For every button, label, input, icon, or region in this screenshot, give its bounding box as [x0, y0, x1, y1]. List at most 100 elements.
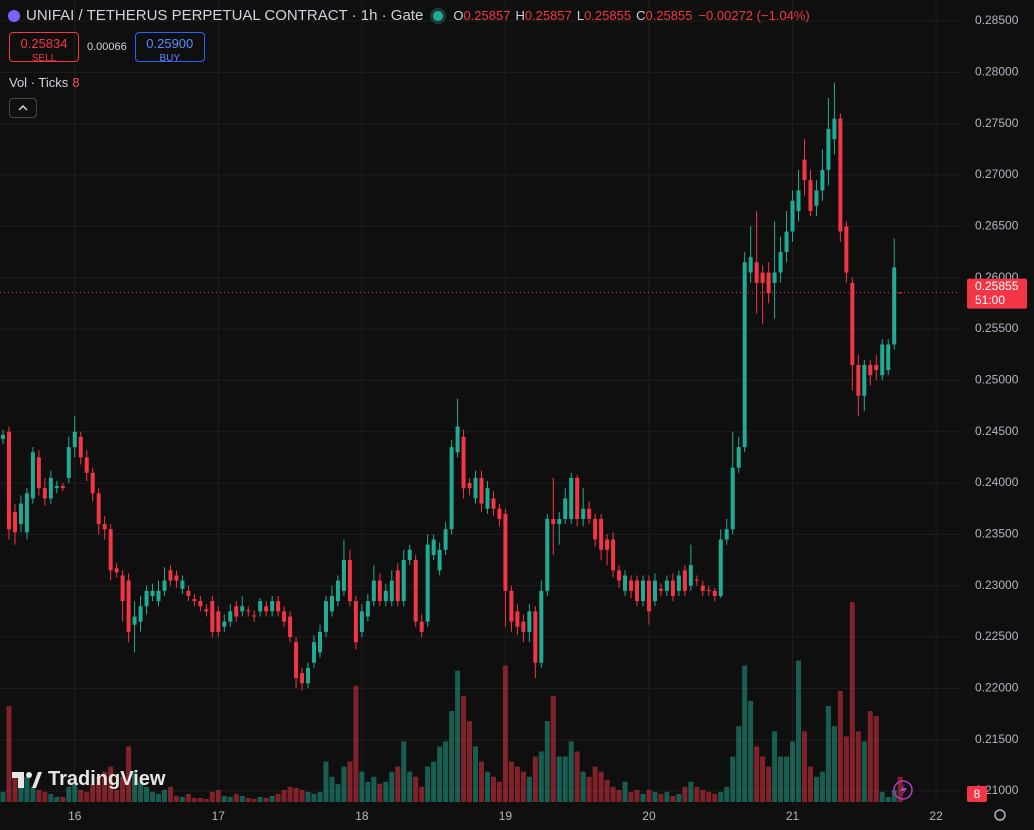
candle-body	[449, 447, 454, 530]
candle-body	[676, 575, 681, 591]
x-tick-label: 22	[929, 809, 943, 823]
volume-bar	[813, 776, 819, 802]
candle-body	[730, 467, 735, 530]
x-tick-label: 17	[212, 809, 226, 823]
candle-body	[802, 159, 807, 181]
candle-body	[850, 282, 855, 365]
ohlc-item: O0.25857	[453, 8, 510, 23]
candle-body	[30, 452, 35, 499]
candle-body	[437, 549, 442, 571]
buy-price: 0.25900	[146, 36, 194, 51]
volume-bar	[736, 726, 742, 802]
candle-body	[222, 621, 227, 627]
candle-body	[880, 344, 885, 376]
volume-bar	[443, 741, 449, 802]
candle-body	[90, 472, 95, 494]
candle-body	[599, 518, 604, 550]
volume-bar	[700, 789, 706, 802]
candle-body	[658, 588, 663, 591]
candle-body	[664, 580, 669, 591]
volume-bar	[36, 789, 42, 802]
collapse-icon	[18, 104, 28, 111]
volume-bar	[132, 771, 138, 802]
candle-body	[754, 262, 759, 283]
candle-body	[12, 511, 17, 533]
volume-bar	[90, 783, 96, 802]
volume-bar	[18, 781, 24, 802]
volume-bar	[179, 796, 185, 802]
volume-bar	[341, 766, 347, 802]
change: −0.00272 (−1.04%)	[698, 8, 810, 23]
candle-body	[617, 570, 622, 581]
volume-bar	[197, 797, 203, 802]
candle-body	[114, 568, 119, 573]
volume-bar	[772, 731, 778, 802]
candle-body	[844, 226, 849, 273]
candle-body	[216, 611, 221, 632]
y-tick-label: 0.25000	[975, 373, 1019, 387]
ohlc: O0.25857 H0.25857 L0.25855 C0.25855	[453, 8, 692, 23]
y-tick-label: 0.24000	[975, 475, 1019, 489]
candle-body	[288, 616, 293, 638]
volume-bar	[784, 756, 790, 802]
volume-bar	[293, 787, 299, 802]
volume-bar	[323, 761, 329, 802]
volume-bar	[329, 776, 335, 802]
collapse-button[interactable]	[9, 98, 37, 118]
candle-body	[192, 599, 197, 602]
volume-bar	[873, 716, 879, 802]
candle-body	[150, 590, 155, 596]
volume-bar	[532, 756, 538, 802]
candle-body	[138, 606, 143, 622]
volume-bar	[831, 726, 837, 802]
candle-body	[210, 601, 215, 632]
countdown: 51:00	[975, 293, 1005, 307]
candle-body	[826, 128, 831, 170]
volume-bar	[167, 786, 173, 802]
candle-body	[102, 524, 107, 530]
candle-body	[724, 529, 729, 540]
candle-body	[760, 272, 765, 283]
volume-bar	[550, 695, 556, 802]
candle-body	[312, 642, 317, 663]
y-tick-label: 0.25500	[975, 321, 1019, 335]
buy-button[interactable]: 0.25900 BUY	[134, 32, 205, 64]
volume-bar	[257, 796, 263, 802]
volume-label-box	[967, 786, 987, 802]
volume-bar	[622, 781, 628, 802]
volume-bar	[556, 756, 562, 802]
volume-bar	[383, 781, 389, 802]
candle-body	[838, 118, 843, 232]
volume-bar	[239, 795, 245, 802]
candle-body	[629, 580, 634, 591]
volume-bar	[628, 791, 634, 802]
candle-body	[545, 518, 550, 591]
candle-body	[276, 601, 281, 612]
sell-price: 0.25834	[20, 36, 68, 51]
x-tick-label: 18	[355, 809, 369, 823]
candle-body	[563, 498, 568, 519]
volume-bar	[185, 793, 191, 802]
lightning-icon[interactable]	[893, 780, 913, 800]
header: UNIFAI / TETHERUS PERPETUAL CONTRACT · 1…	[8, 7, 810, 24]
settings-icon[interactable]	[994, 809, 1006, 821]
x-tick-label: 16	[68, 809, 82, 823]
volume-bar	[173, 795, 179, 802]
candle-body	[688, 565, 693, 586]
volume-bar	[269, 795, 275, 802]
volume-bar	[263, 797, 269, 802]
y-tick-label: 0.22500	[975, 629, 1019, 643]
candle-body	[401, 560, 406, 602]
candle-body	[78, 436, 83, 458]
volume-bar	[790, 741, 796, 802]
volume-bar	[78, 789, 84, 802]
candle-body	[832, 118, 837, 140]
indicator-label: Vol · Ticks	[9, 75, 69, 90]
volume-bar	[646, 789, 652, 802]
candle-body	[868, 364, 873, 376]
sell-button[interactable]: 0.25834 SELL	[9, 32, 79, 64]
volume-bar	[664, 791, 670, 802]
volume-bar	[490, 776, 496, 802]
volume-bar	[730, 756, 736, 802]
candle-body	[593, 518, 598, 540]
